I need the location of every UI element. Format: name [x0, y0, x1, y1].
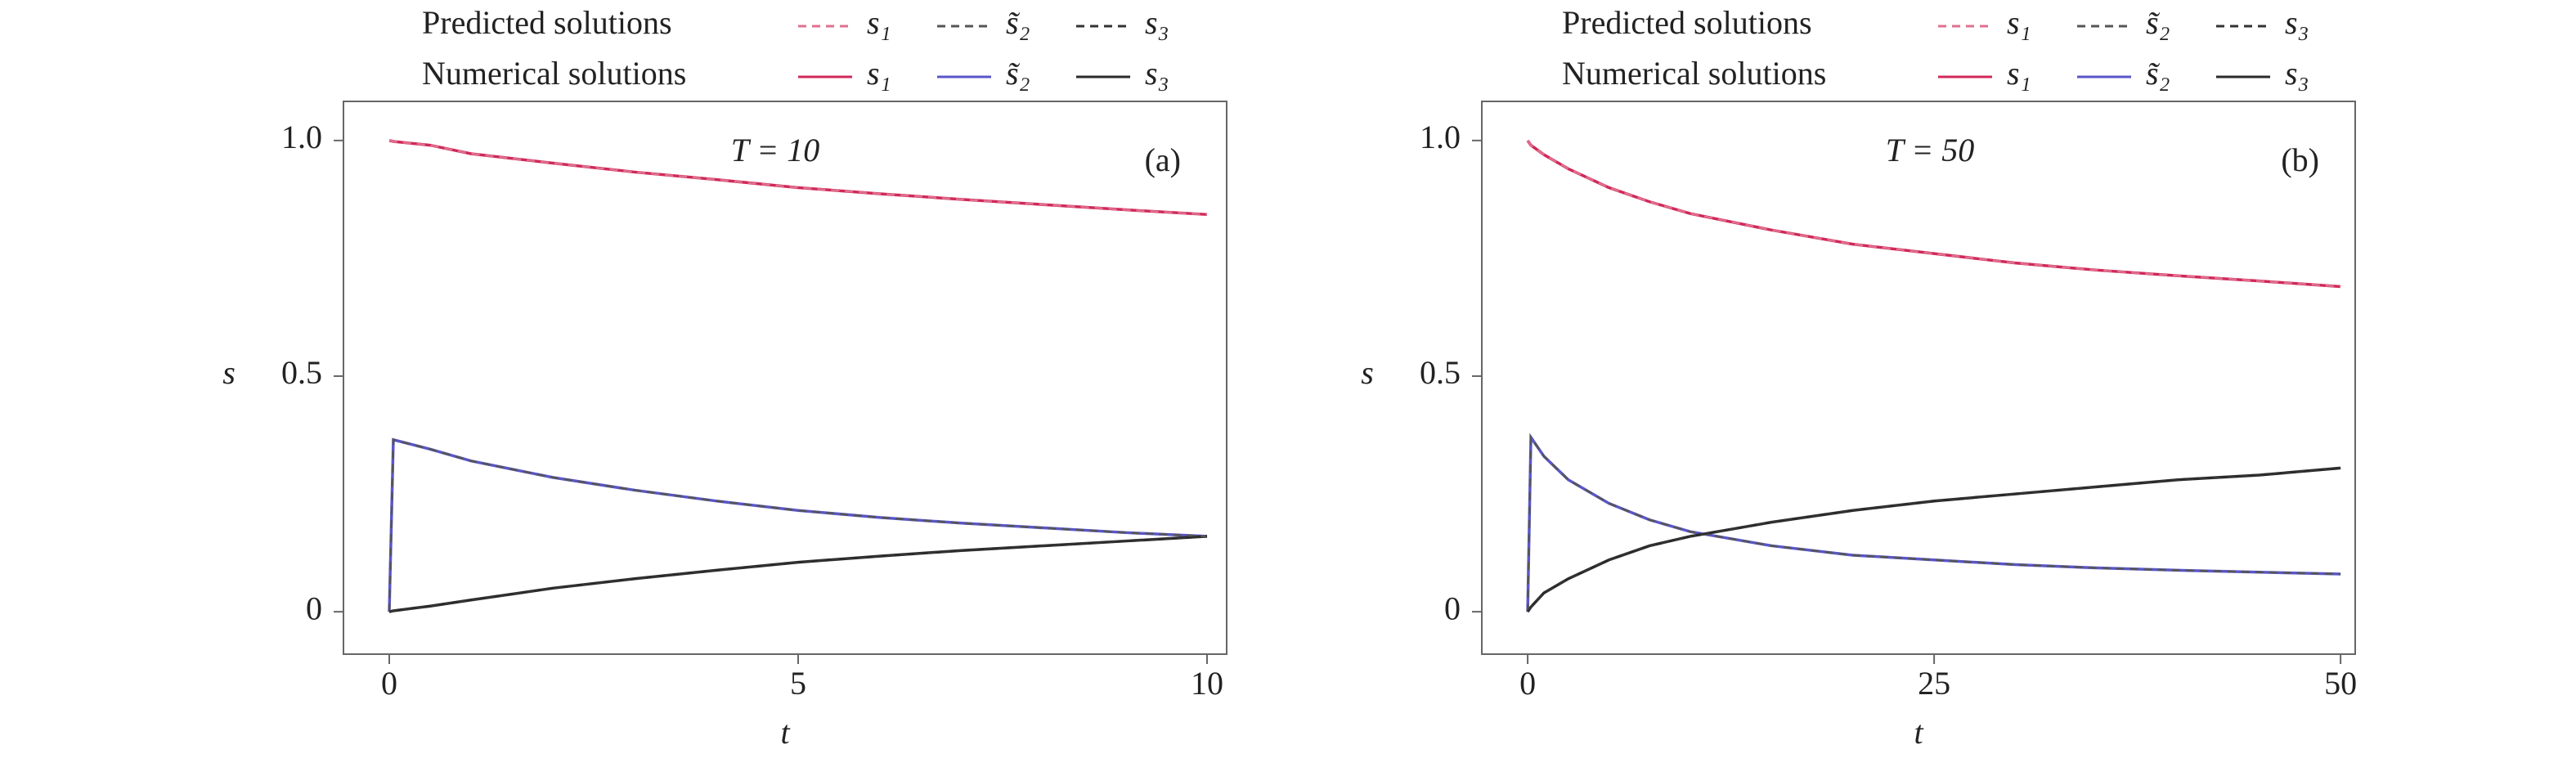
panel-label: (b): [2281, 141, 2319, 178]
y-tick-label: 1.0: [281, 119, 322, 155]
legend-label: s̃₂: [1006, 4, 1030, 41]
legend-group-label: Predicted solutions: [422, 4, 672, 41]
plot-frame: [1481, 101, 2356, 655]
x-tick-label: 50: [2324, 665, 2357, 702]
y-tick-label: 0: [1444, 590, 1461, 626]
series-line: [1527, 467, 2341, 612]
legend-label: s₃: [1145, 55, 1169, 92]
legend-label: s₁: [867, 4, 891, 41]
series-line: [1527, 140, 2341, 288]
series-line: [388, 437, 1208, 612]
y-tick-label: 0.5: [1420, 354, 1461, 391]
legend-label: s₃: [2285, 4, 2309, 41]
series-line: [1526, 433, 2341, 612]
series-line: [388, 535, 1208, 613]
y-axis-label: s: [1361, 354, 1374, 391]
legend-label: s₃: [2285, 55, 2309, 92]
plot-frame: [343, 101, 1227, 655]
legend-label: s̃₂: [1006, 55, 1030, 92]
x-tick-label: 25: [1918, 665, 1950, 702]
series-line: [388, 535, 1208, 613]
panel-label: (a): [1145, 141, 1181, 178]
legend-group-label: Predicted solutions: [1562, 4, 1812, 41]
annotation: T = 10: [731, 132, 820, 168]
x-tick-label: 10: [1191, 665, 1223, 702]
legend-label: s̃₂: [2146, 4, 2170, 41]
legend-group-label: Numerical solutions: [422, 55, 686, 92]
legend-group-label: Numerical solutions: [1562, 55, 1826, 92]
y-tick-label: 1.0: [1420, 119, 1461, 155]
series-line: [1526, 466, 2341, 613]
x-tick-label: 5: [790, 665, 806, 702]
y-axis-label: s: [222, 354, 236, 391]
legend-label: s₃: [1145, 4, 1169, 41]
legend-label: s₁: [867, 55, 891, 92]
legend-label: s₁: [2007, 55, 2031, 92]
y-tick-label: 0.5: [281, 354, 322, 391]
x-axis-label: t: [1914, 714, 1923, 751]
x-axis-label: t: [780, 714, 790, 751]
legend-label: s₁: [2007, 4, 2031, 41]
series-line: [388, 139, 1208, 216]
x-tick-label: 0: [1519, 665, 1536, 702]
y-tick-label: 0: [306, 590, 322, 626]
series-line: [388, 438, 1208, 612]
annotation: T = 50: [1886, 132, 1975, 168]
x-tick-label: 0: [381, 665, 397, 702]
series-line: [1526, 433, 2341, 612]
legend-label: s̃₂: [2146, 55, 2170, 92]
